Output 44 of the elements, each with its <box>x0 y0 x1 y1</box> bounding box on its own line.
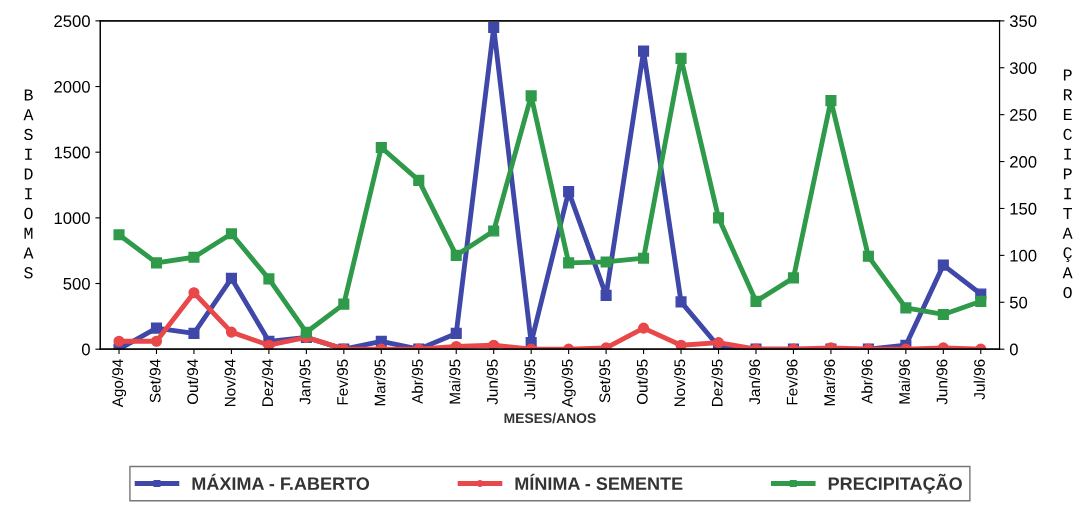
x-tick-label: Dez/95 <box>711 359 723 407</box>
y2-tick-label: 200 <box>1010 155 1037 168</box>
legend-label: MÍNIMA - SEMENTE <box>515 473 683 491</box>
x-tick-label: Ago/94 <box>111 359 127 408</box>
x-tick-label: Jul/96 <box>973 359 985 400</box>
text: PRECIPITAÇAO <box>1062 69 1073 299</box>
x-tick-label: Jan/96 <box>748 359 761 405</box>
y-tick-label: 2500 <box>54 15 90 28</box>
x-tick-label: Out/94 <box>186 359 199 405</box>
legend-label: PRECIPITAÇÃO <box>828 473 962 494</box>
x-tick-label: Jul/95 <box>524 359 536 400</box>
y2-tick-label: 0 <box>1009 343 1018 356</box>
y-tick-label: 1500 <box>54 146 90 159</box>
x-tick-label: Jun/95 <box>486 359 498 405</box>
x-axis-title: MESES/ANOS <box>504 412 596 424</box>
x-tick-label: Mar/96 <box>823 359 836 406</box>
y2-tick-label: 250 <box>1010 109 1037 121</box>
x-tick-label: Nov/94 <box>224 359 236 407</box>
x-tick-label: Ago/95 <box>561 359 576 408</box>
legend-label: MÁXIMA - F.ABERTO <box>192 473 370 491</box>
x-tick-label: Fev/95 <box>336 359 348 405</box>
y-tick-label: 2000 <box>54 80 90 93</box>
x-tick-label: Mai/95 <box>449 359 461 404</box>
x-tick-label: Set/94 <box>149 359 161 403</box>
x-tick-label: Jan/95 <box>299 359 311 405</box>
x-tick-label: Abr/96 <box>861 359 873 404</box>
x-tick-label: Abr/95 <box>411 359 423 404</box>
y-tick-label: 0 <box>81 343 90 356</box>
y2-tick-label: 150 <box>1010 202 1037 215</box>
y-tick-label: 1000 <box>54 212 90 225</box>
y2-tick-label: 100 <box>1010 249 1037 262</box>
x-tick-label: Nov/95 <box>673 359 686 407</box>
y2-tick-label: 50 <box>1009 296 1028 309</box>
y-tick-label: 500 <box>63 277 90 290</box>
x-tick-label: Set/95 <box>598 359 611 403</box>
x-tick-label: Jun/96 <box>936 359 948 405</box>
x-tick-label: Mai/96 <box>898 359 910 404</box>
x-tick-label: Fev/96 <box>786 359 798 405</box>
x-tick-label: Mar/95 <box>374 359 386 406</box>
y2-tick-label: 300 <box>1009 62 1037 74</box>
x-tick-label: Dez/94 <box>261 359 273 407</box>
text: BASIDIOMAS <box>23 89 34 279</box>
x-tick-label: Out/95 <box>636 359 648 405</box>
y2-tick-label: 350 <box>1009 15 1037 28</box>
